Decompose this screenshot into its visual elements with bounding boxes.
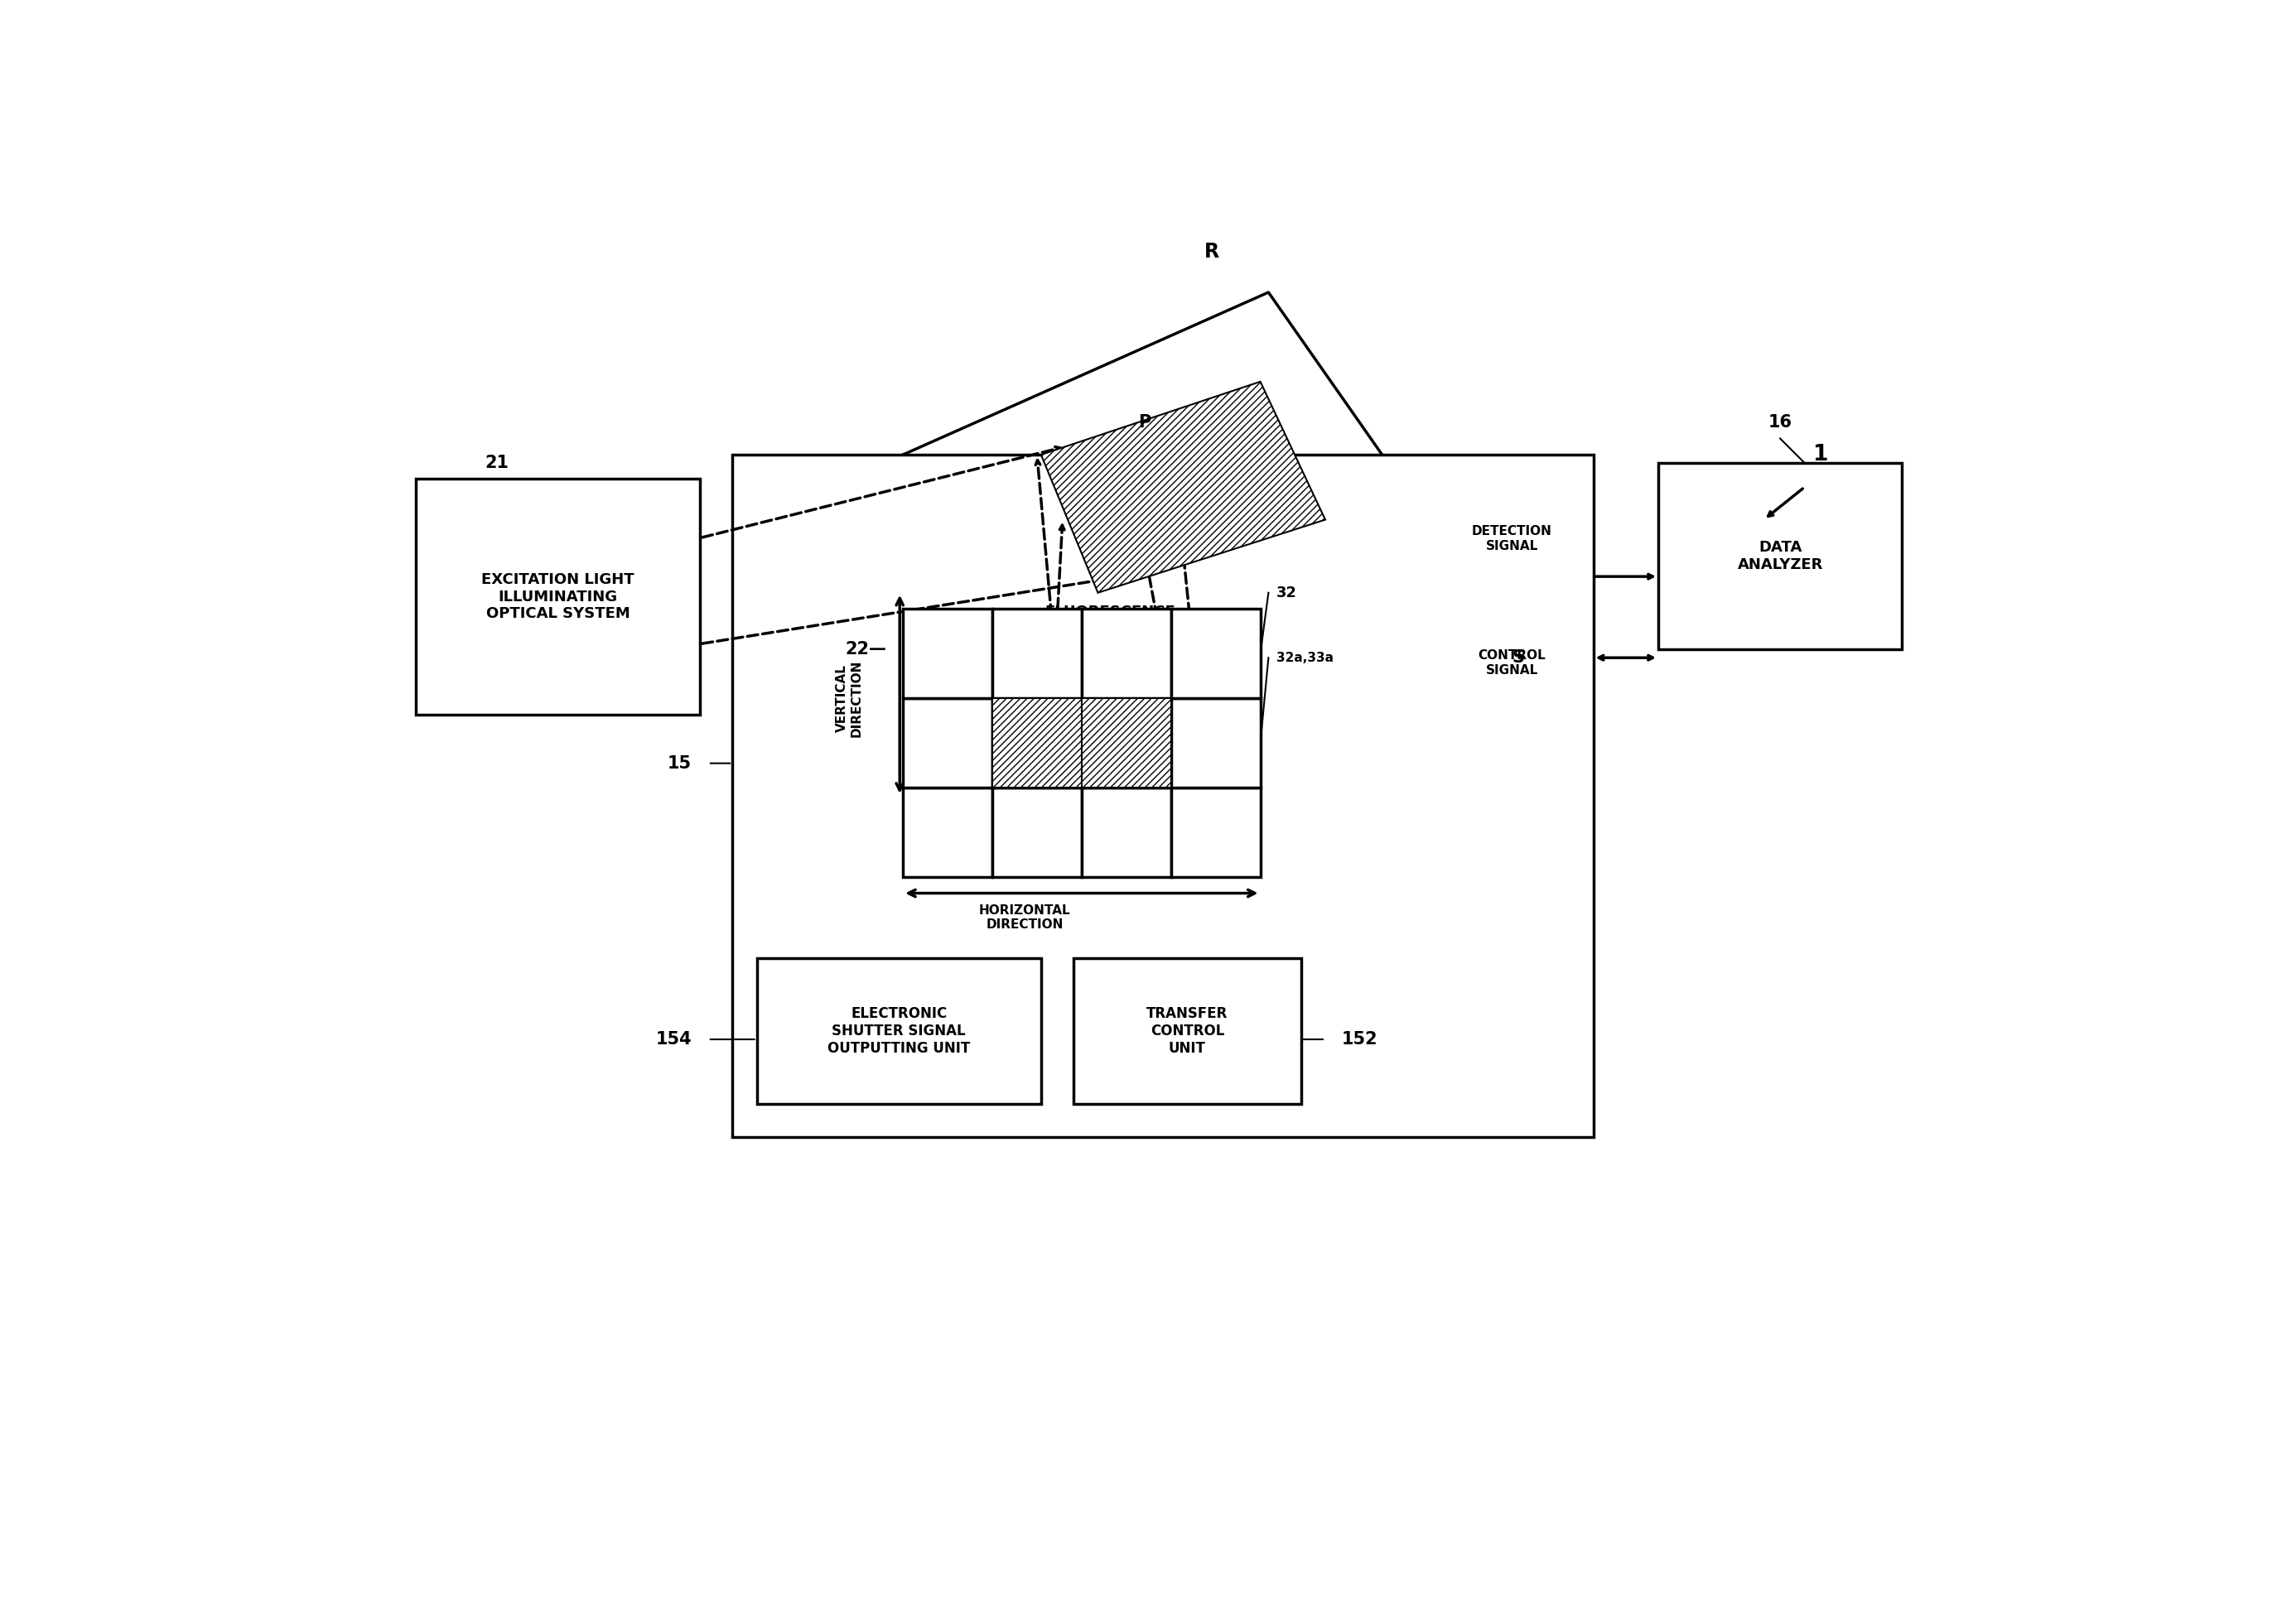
Bar: [1170, 698, 1261, 788]
Bar: [1082, 698, 1170, 788]
Bar: [1170, 788, 1261, 877]
Bar: [1072, 958, 1300, 1104]
Text: TRANSFER
CONTROL
UNIT: TRANSFER CONTROL UNIT: [1148, 1007, 1227, 1056]
Text: S: S: [1512, 650, 1526, 666]
Bar: [993, 609, 1082, 698]
Bar: [417, 479, 699, 715]
Bar: [993, 788, 1082, 877]
Bar: [993, 698, 1082, 788]
Bar: [904, 788, 993, 877]
Bar: [756, 958, 1041, 1104]
Bar: [904, 609, 993, 698]
Bar: [1170, 609, 1261, 698]
Text: VERTICAL
DIRECTION: VERTICAL DIRECTION: [836, 659, 863, 737]
Bar: [733, 455, 1594, 1137]
Bar: [904, 698, 993, 788]
Text: 22—: 22—: [845, 641, 886, 658]
Text: 152: 152: [1341, 1031, 1378, 1047]
Text: DATA
ANALYZER: DATA ANALYZER: [1737, 541, 1824, 572]
Text: ELECTRONIC
SHUTTER SIGNAL
OUTPUTTING UNIT: ELECTRONIC SHUTTER SIGNAL OUTPUTTING UNI…: [827, 1007, 970, 1056]
Text: P: P: [1138, 414, 1152, 430]
Text: DETECTION
SIGNAL: DETECTION SIGNAL: [1471, 525, 1553, 552]
Bar: [1082, 788, 1170, 877]
Text: 16: 16: [1767, 414, 1792, 430]
Text: R: R: [1205, 242, 1218, 261]
Text: 1: 1: [1812, 443, 1828, 466]
Text: 21: 21: [485, 455, 510, 471]
Text: 32: 32: [1277, 585, 1298, 601]
Text: HORIZONTAL
DIRECTION: HORIZONTAL DIRECTION: [979, 905, 1070, 931]
Text: 32a,33a: 32a,33a: [1277, 651, 1334, 664]
Bar: [993, 698, 1082, 788]
Text: 154: 154: [656, 1031, 692, 1047]
Bar: [952, 520, 1268, 739]
Bar: [1658, 463, 1901, 650]
Bar: [1082, 698, 1170, 788]
Bar: [1082, 609, 1170, 698]
Text: FLUORESCENCE
IMAGING
OPTICAL SYSTEM: FLUORESCENCE IMAGING OPTICAL SYSTEM: [1038, 604, 1182, 654]
Text: 15: 15: [667, 755, 692, 771]
Text: EXCITATION LIGHT
ILLUMINATING
OPTICAL SYSTEM: EXCITATION LIGHT ILLUMINATING OPTICAL SY…: [480, 572, 635, 622]
Polygon shape: [1041, 382, 1325, 593]
Text: CONTROL
SIGNAL: CONTROL SIGNAL: [1478, 650, 1546, 677]
